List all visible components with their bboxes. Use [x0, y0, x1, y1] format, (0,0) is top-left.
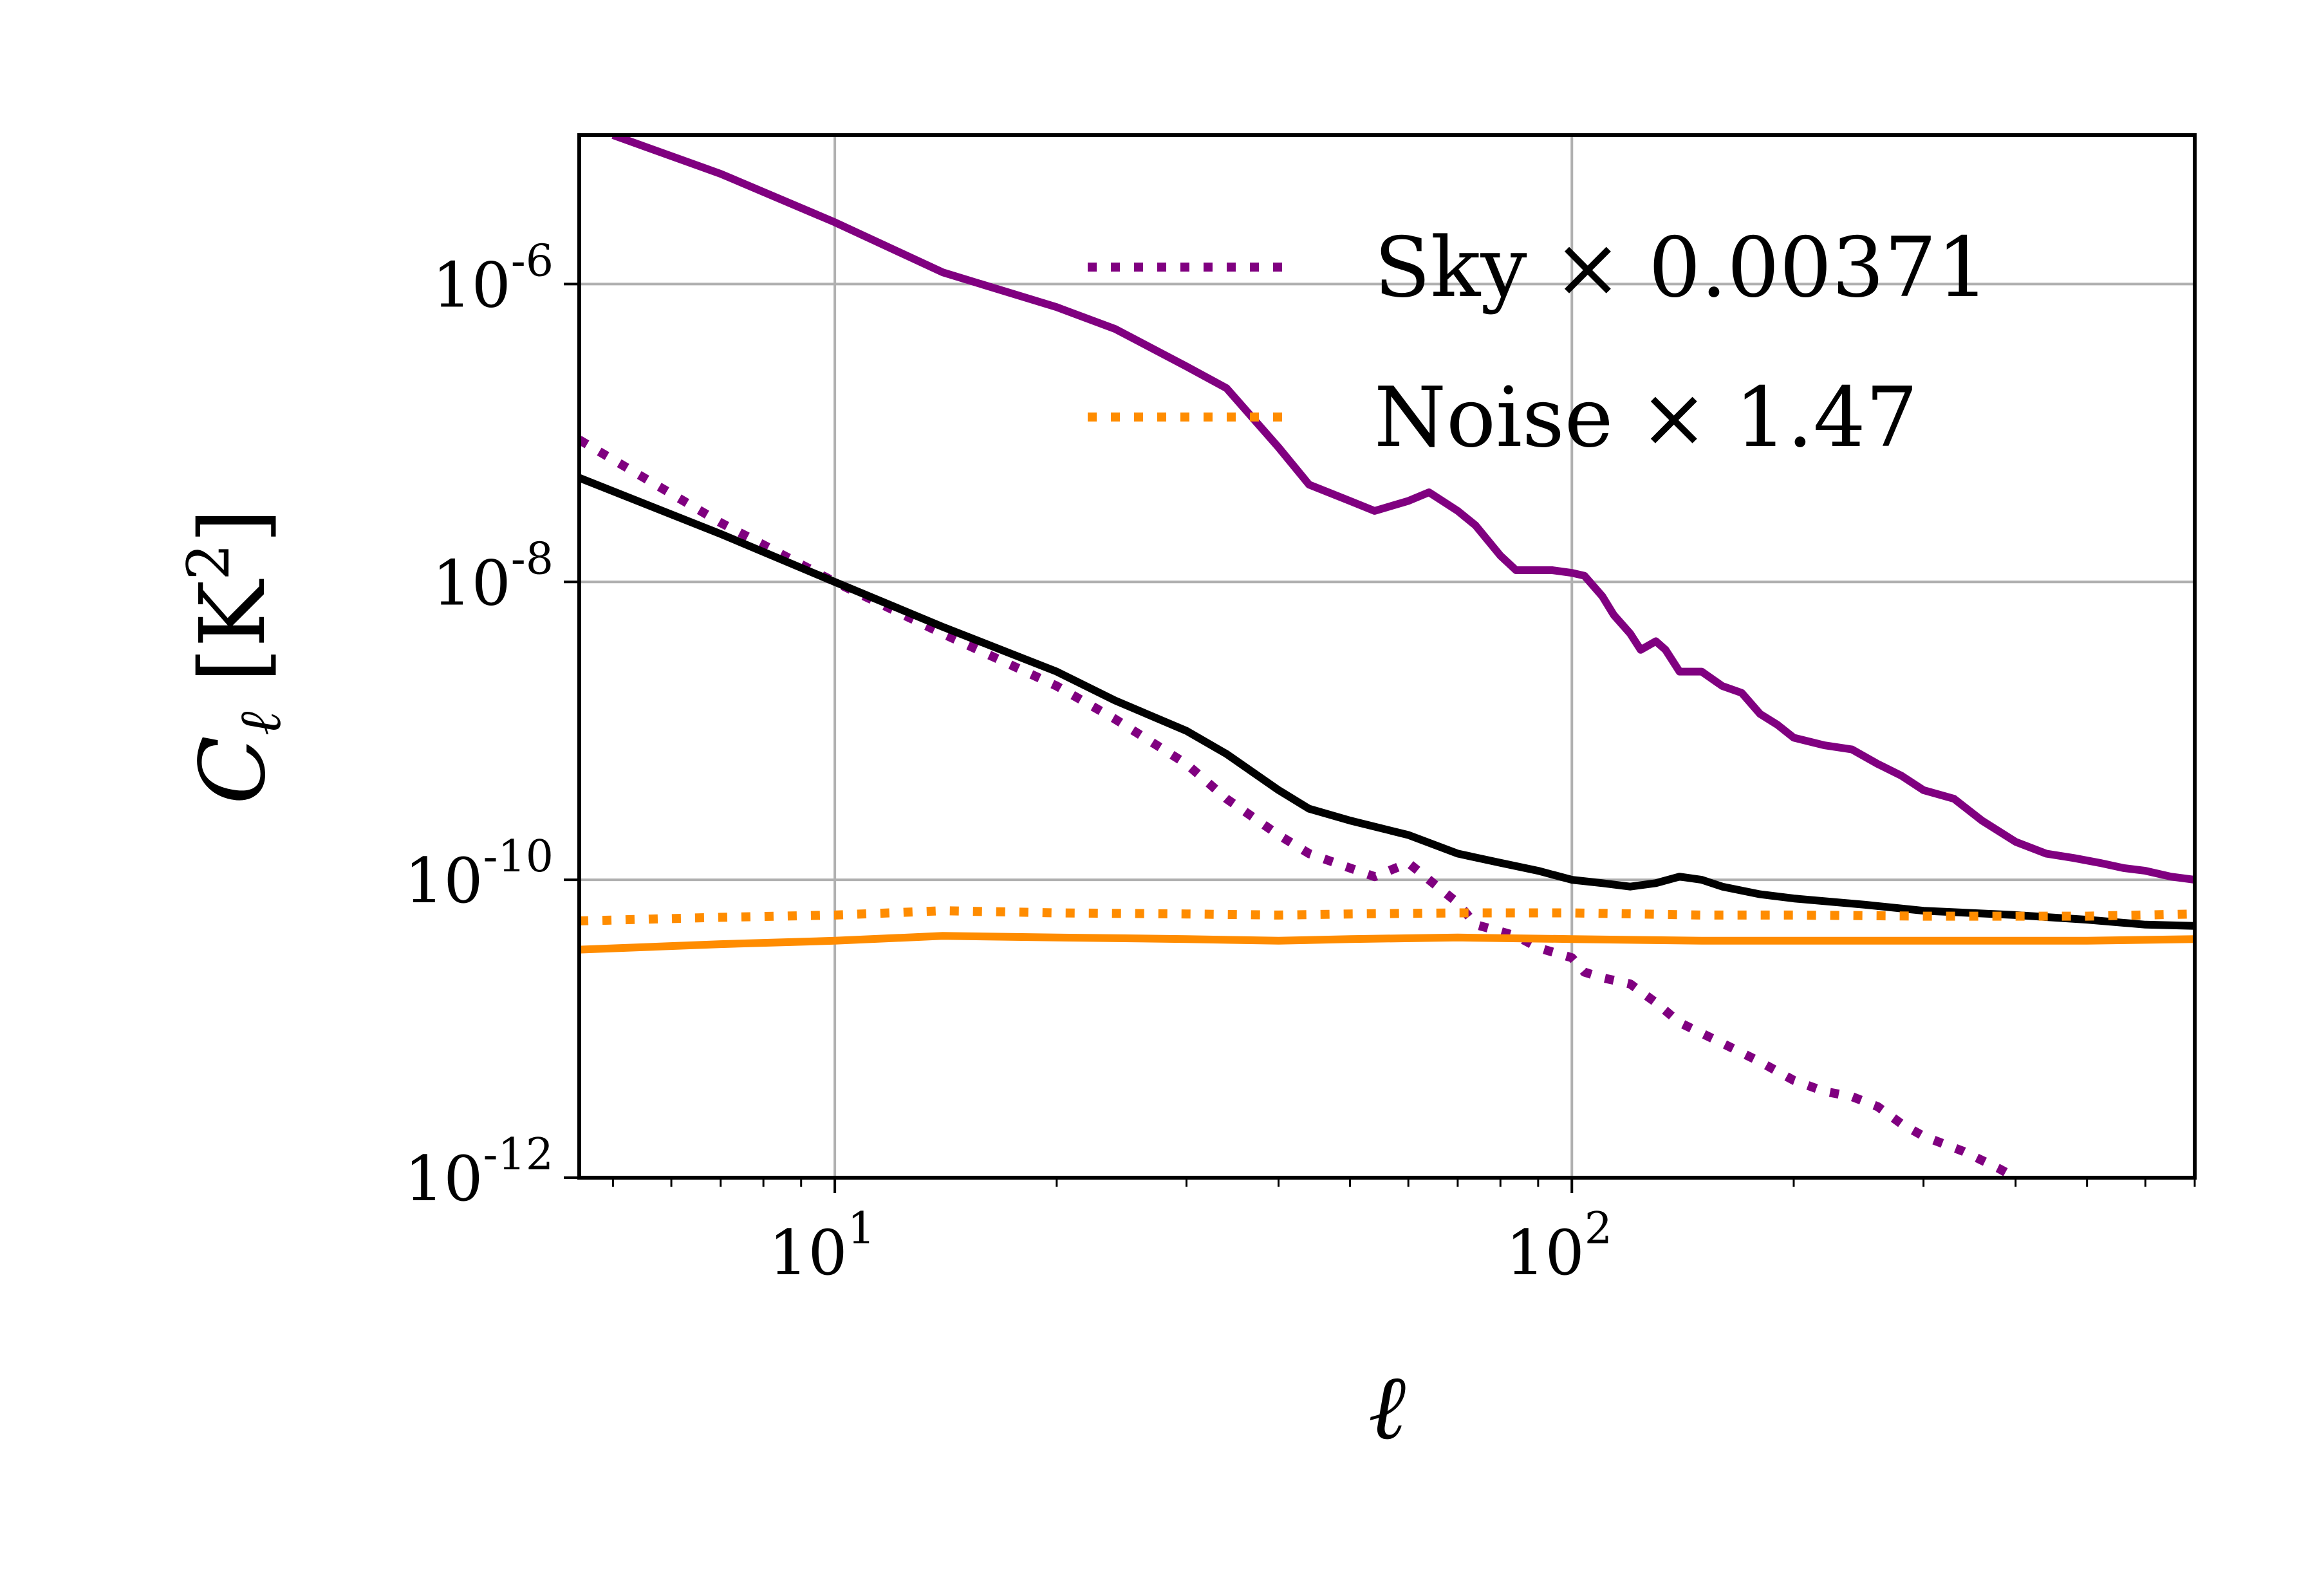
y-axis-unit-close: ] — [181, 508, 286, 544]
y-axis-subscript: ℓ — [227, 711, 294, 736]
plot-frame — [577, 133, 2197, 1180]
x-tick-label: 101 — [768, 1203, 875, 1289]
y-axis-unit-exp: 2 — [175, 544, 243, 580]
y-tick-label: 10-6 — [433, 236, 554, 321]
series-group — [579, 135, 2195, 1178]
legend: Sky × 0.00371 Noise × 1.47 — [1088, 220, 1989, 466]
x-tick-label: 102 — [1506, 1203, 1612, 1289]
y-axis-unit: [K — [181, 579, 286, 683]
legend-label-noise-dotted: Noise × 1.47 — [1374, 370, 1918, 466]
series-line-noise-dotted — [579, 906, 2195, 925]
y-axis-symbol: C — [181, 736, 286, 804]
y-tick-label: 10-10 — [404, 831, 554, 917]
x-axis-label: ℓ — [1368, 1355, 1406, 1460]
series-line-noise-solid — [579, 932, 2195, 954]
series-line-sky-solid — [611, 135, 2195, 884]
y-axis-label: Cℓ [K2] — [175, 508, 294, 804]
svg-text:Cℓ [K2]: Cℓ [K2] — [175, 508, 294, 804]
ticks — [564, 283, 2196, 1193]
y-tick-label: 10-8 — [433, 534, 554, 619]
y-tick-label: 10-12 — [404, 1129, 554, 1215]
series-line-total-black — [579, 474, 2195, 930]
tick-labels: 101 102 10-6 10-8 10-10 10-12 — [404, 236, 1612, 1289]
legend-label-sky-dotted: Sky × 0.00371 — [1374, 220, 1989, 316]
